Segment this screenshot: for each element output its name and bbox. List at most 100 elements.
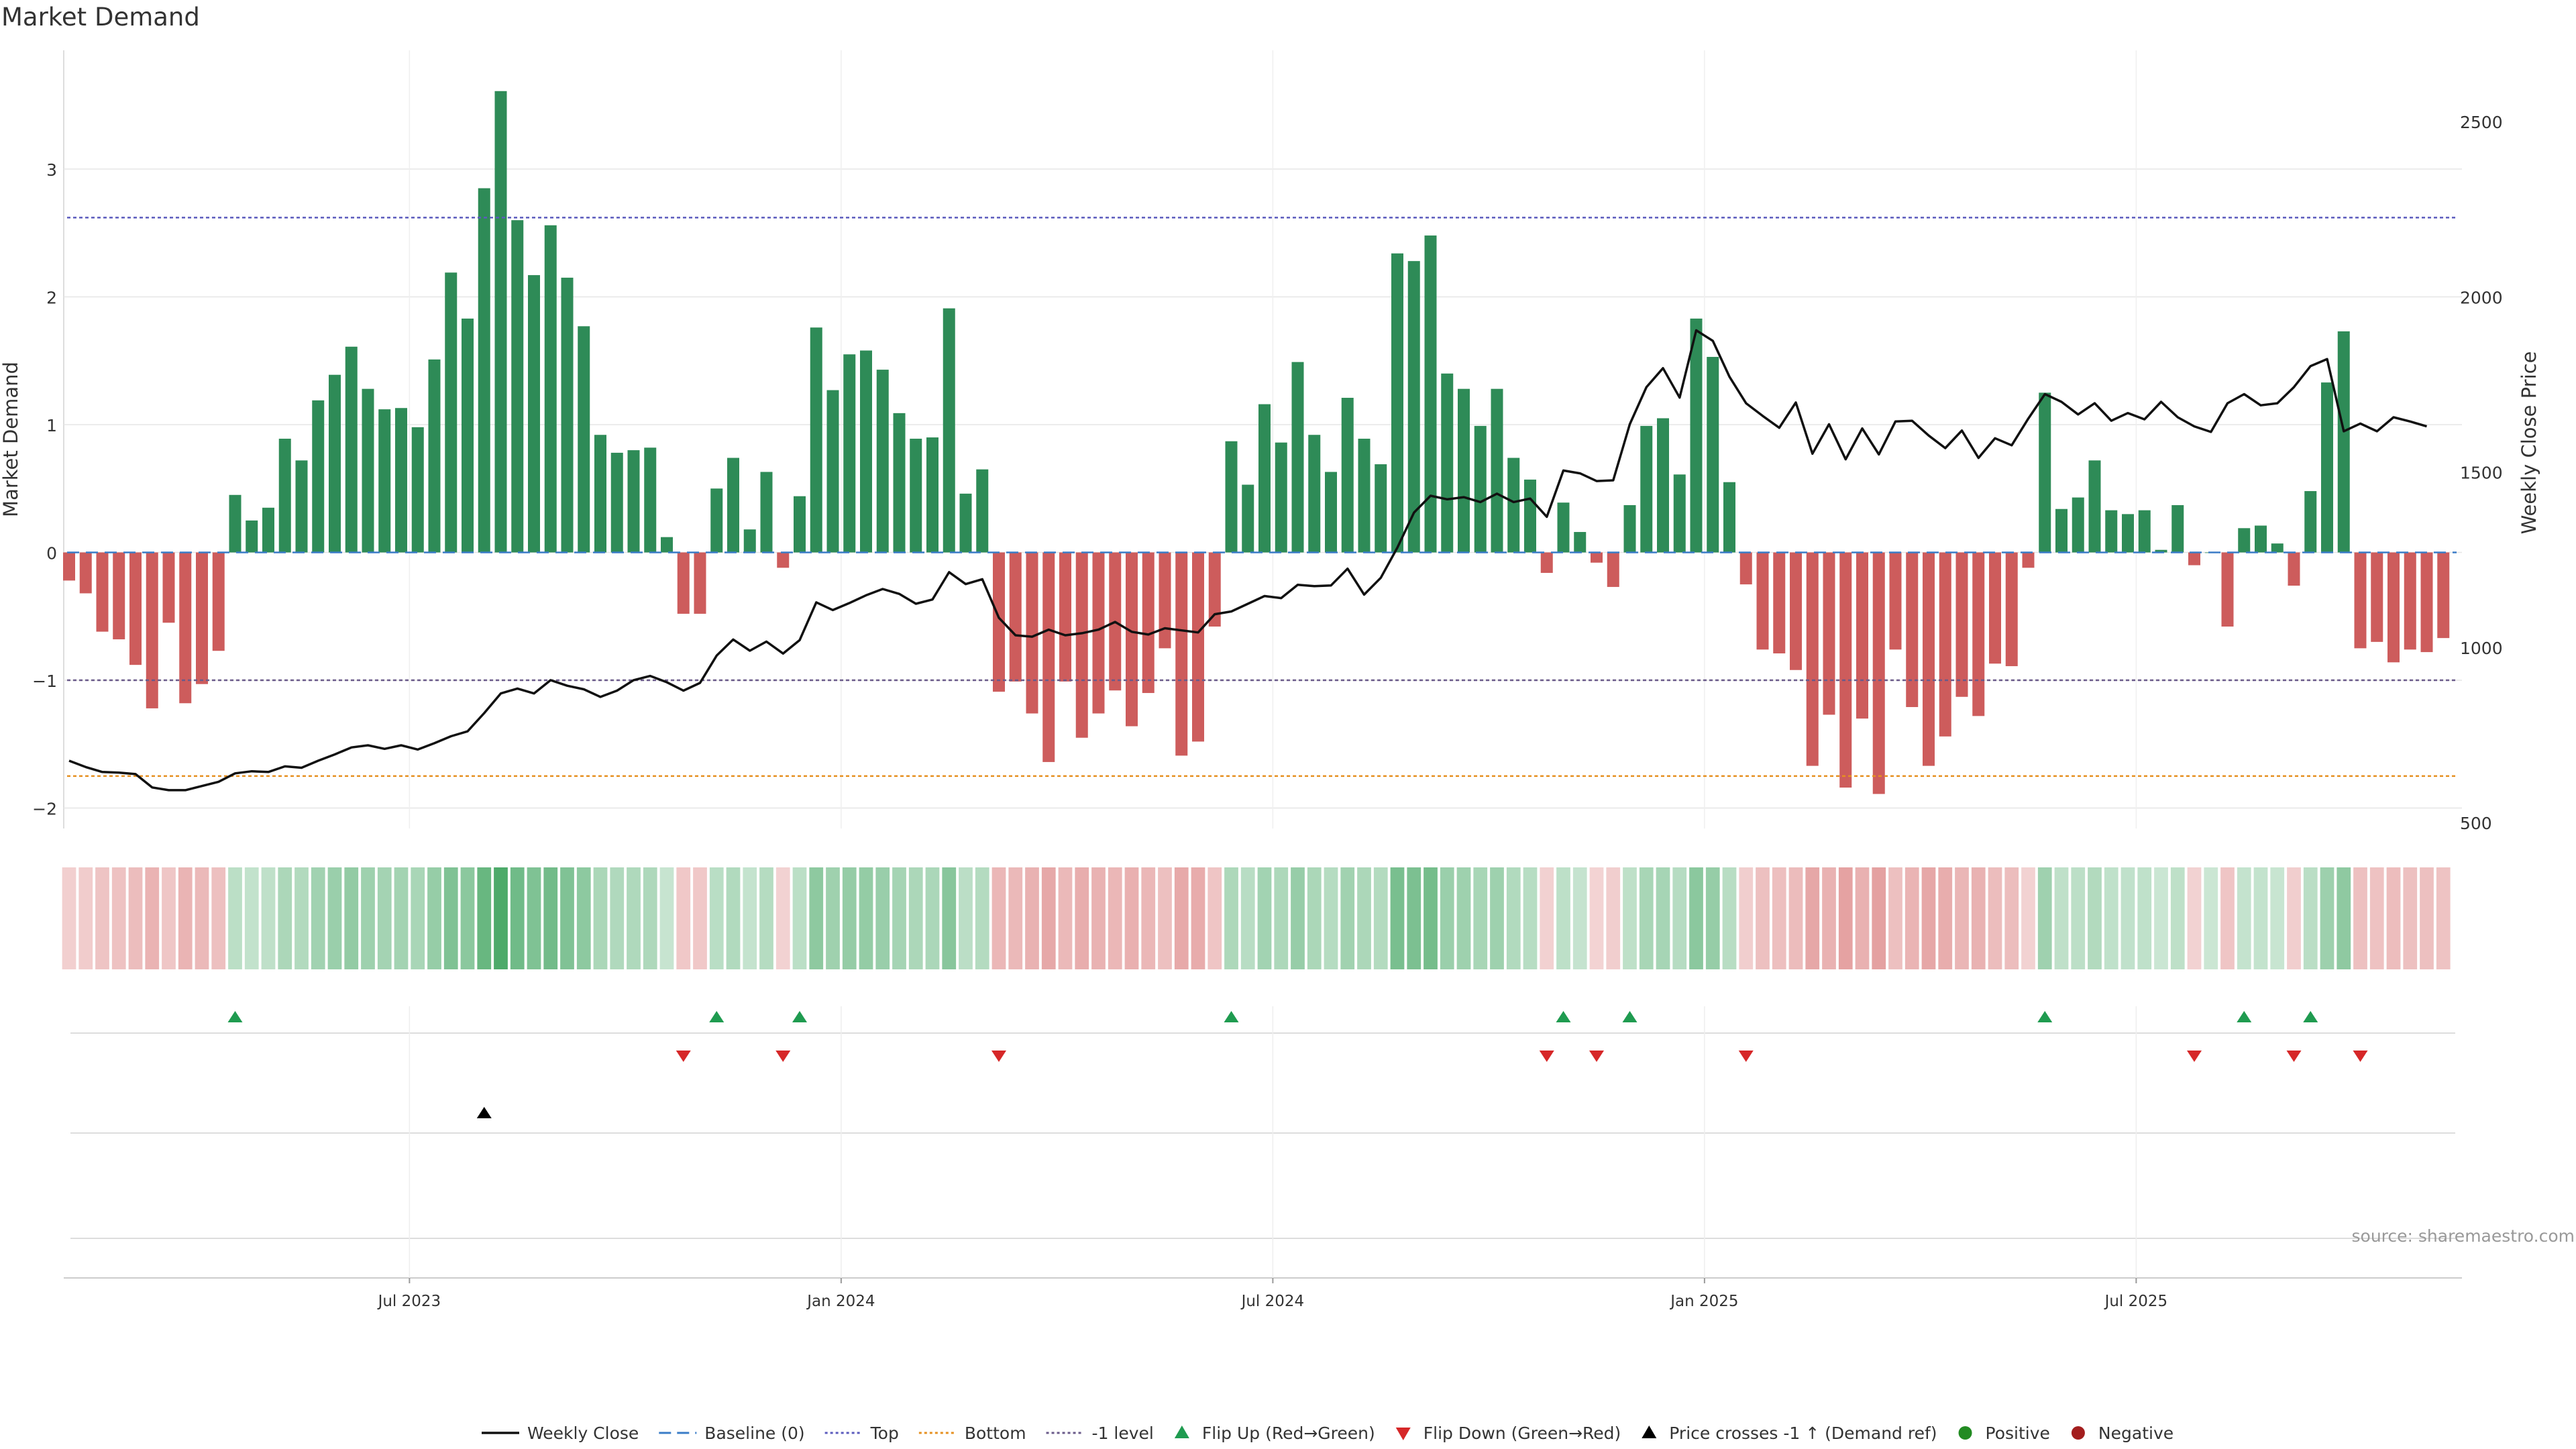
demand-bar [1574,532,1587,553]
x-tick-label: Jul 2023 [377,1293,441,1310]
legend-label: Flip Up (Red→Green) [1202,1424,1375,1443]
demand-bar [1275,442,1287,553]
heat-strip-cell [1540,867,1554,969]
demand-bar [428,359,441,553]
demand-bar [1424,235,1437,553]
demand-bar [212,552,225,651]
demand-bar [2304,491,2317,553]
heat-strip-cell [743,867,757,969]
demand-bar [1623,505,1636,553]
demand-bar [1640,425,1653,553]
demand-bar [1407,261,1420,553]
flip-up-marker [709,1011,724,1022]
heat-strip-cell [1291,867,1305,969]
heat-strip-cell [1788,867,1803,969]
heat-strip-cell [128,867,143,969]
heat-strip-cell [1772,867,1786,969]
demand-bar [1790,552,1802,670]
flip-down-marker [2353,1051,2368,1062]
heat-strip-cell [2369,867,2384,969]
heat-strip-cell [494,867,508,969]
heat-strip-cell [859,867,873,969]
heat-strip-cell [2287,867,2301,969]
heat-strip-cell [527,867,541,969]
heat-strip-cell [2137,867,2152,969]
heat-strip-cell [875,867,890,969]
heat-strip-cell [1357,867,1371,969]
heat-strip-cell [1025,867,1039,969]
demand-bar [79,552,92,594]
demand-bar [694,552,706,614]
heat-strip-cell [593,867,608,969]
heat-strip-cell [959,867,973,969]
heat-strip-cell [443,867,458,969]
heat-strip-cell [394,867,409,969]
heat-strip-cell [95,867,109,969]
heat-strip-cell [62,867,76,969]
heat-strip-cell [826,867,840,969]
heat-strip-cell [1208,867,1222,969]
demand-bar [1607,552,1619,587]
heat-strip-cell [659,867,674,969]
demand-bar [677,552,690,614]
heat-strip-cell [1390,867,1405,969]
demand-bar [1823,552,1835,715]
demand-bar [876,370,889,553]
heat-strip-cell [643,867,657,969]
heat-strip-cell [2071,867,2086,969]
demand-bar [661,537,673,553]
demand-bar [1075,552,1088,738]
demand-bar [462,318,474,553]
legend-swatch-triangle-down [1395,1428,1411,1440]
x-tick-label: Jul 2024 [1240,1293,1305,1310]
heat-strip-cell [576,867,591,969]
demand-bar [1192,552,1204,742]
legend-swatch-circle [1958,1426,1972,1440]
demand-bar [1441,373,1454,553]
demand-bar [113,552,125,640]
heat-strip-cell [1274,867,1289,969]
demand-bar [1773,552,1786,653]
demand-bar [1557,502,1570,553]
flip-up-marker [2303,1011,2318,1022]
demand-bar [1042,552,1055,762]
flip-up-marker [1224,1011,1239,1022]
demand-bar [1939,552,1951,737]
heat-strip-cell [1091,867,1106,969]
x-tick-label: Jan 2024 [806,1293,875,1310]
heat-strip-cell [1971,867,1986,969]
heat-strip-cell [2154,867,2168,969]
heat-strip-cell [2004,867,2019,969]
demand-bar [179,552,192,704]
heat-strip-cell [311,867,325,969]
y2-tick-label: 2500 [2460,113,2503,132]
demand-bar [395,408,407,553]
demand-bar [262,507,274,553]
demand-bar [993,552,1005,692]
demand-bar [362,388,374,553]
demand-bar [1872,552,1885,794]
heat-strip-cell [1872,867,1886,969]
demand-bar [528,275,540,553]
heat-strip-cell [427,867,441,969]
y2-tick-label: 2000 [2460,288,2503,307]
demand-bar [1507,458,1520,553]
heat-strip-cell [1257,867,1272,969]
legend-swatch-triangle-up [1642,1426,1657,1438]
heat-strip-cell [510,867,525,969]
heat-strip-cell [1324,867,1338,969]
demand-bar [594,435,606,553]
demand-bar [2221,552,2234,627]
legend-label: Top [870,1424,899,1443]
demand-bar [627,450,640,553]
legend-label: Weekly Close [527,1424,639,1443]
x-tick-label: Jan 2025 [1669,1293,1738,1310]
demand-bar [2420,552,2433,653]
heat-strip-cell [2353,867,2367,969]
heat-strip-cell [2037,867,2052,969]
demand-bar [1358,438,1371,553]
demand-bar [1225,441,1238,553]
heat-strip-cell [2420,867,2434,969]
legend-label: Negative [2098,1424,2174,1443]
